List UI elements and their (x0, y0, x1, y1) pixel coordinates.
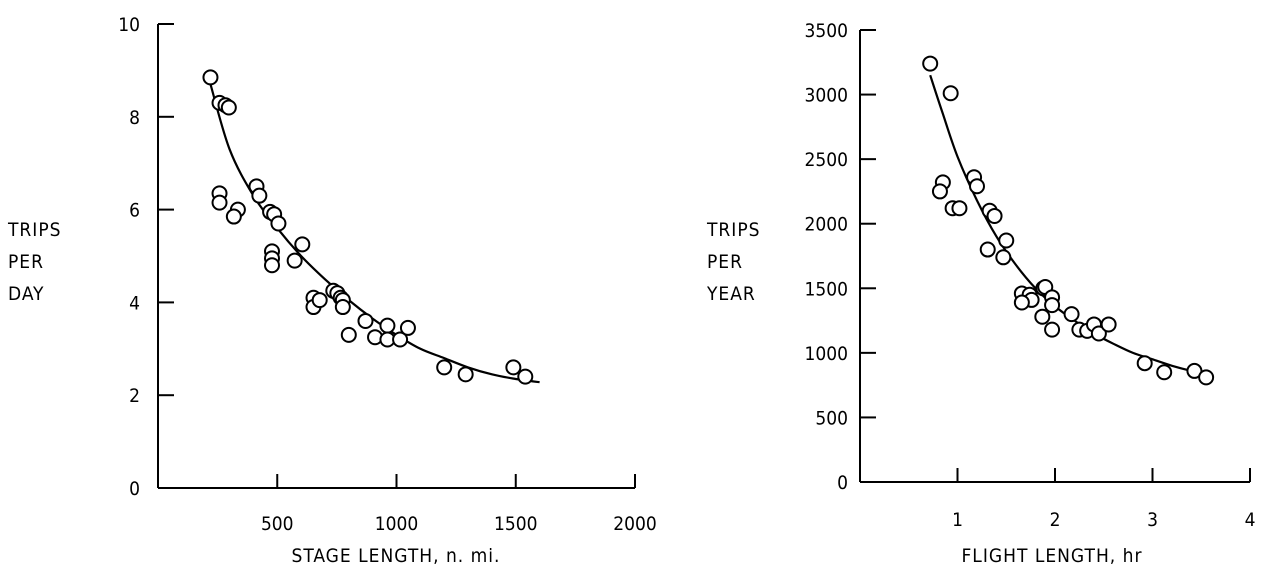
data-point-7 (969, 178, 985, 195)
data-point-32 (399, 319, 416, 336)
y-axis-title-line-2: PER (707, 251, 743, 273)
y-tick-label-5: 2500 (805, 149, 849, 171)
data-point-3 (931, 183, 948, 200)
x-tick-label-1: 1000 (375, 513, 419, 535)
y-tick-label-1: 2 (129, 385, 140, 407)
data-point-16 (1013, 294, 1030, 311)
data-point-12 (270, 215, 287, 232)
data-point-9 (251, 187, 268, 204)
y-tick-label-1: 500 (815, 407, 848, 429)
data-point-1 (942, 85, 959, 102)
data-point-10 (979, 241, 996, 258)
data-point-3 (220, 99, 237, 116)
y-tick-label-6: 3000 (805, 85, 849, 107)
y-tick-label-0: 0 (837, 472, 848, 494)
data-point-31 (392, 331, 409, 348)
x-tick-labels: 500 1000 1500 2000 (261, 513, 657, 535)
data-point-34 (457, 366, 474, 383)
x-tick-label-2: 3 (1147, 509, 1158, 531)
fit-curve (929, 74, 1212, 376)
data-point-12 (995, 249, 1012, 266)
y-tick-label-2: 4 (129, 292, 140, 314)
data-point-5 (951, 200, 968, 217)
data-point-29 (1136, 355, 1153, 372)
y-axis-title-line-2: PER (8, 251, 44, 273)
data-point-11 (998, 232, 1015, 249)
data-point-29 (379, 317, 396, 334)
y-axis-title-line-1: TRIPS (706, 219, 761, 241)
data-point-35 (505, 359, 522, 376)
x-tick-label-3: 2000 (613, 513, 657, 535)
y-axis-title-line-3: DAY (8, 283, 44, 305)
data-point-9 (986, 207, 1003, 224)
data-point-5 (211, 194, 228, 211)
x-axis-title: STAGE LENGTH, n. mi. (292, 545, 501, 567)
data-point-0 (202, 69, 219, 86)
data-point-36 (517, 368, 534, 385)
x-tick-labels: 1 2 3 4 (952, 509, 1255, 531)
tick-marks (860, 29, 1251, 482)
y-tick-label-3: 1500 (805, 278, 849, 300)
x-tick-label-0: 500 (261, 513, 294, 535)
chart-trips-per-year: 1 2 3 4 0 500 1000 1500 2000 2500 3000 3500 FLIGHT… (706, 20, 1255, 567)
data-point-27 (1090, 325, 1107, 342)
y-tick-label-4: 8 (129, 107, 140, 129)
y-tick-labels: 0 500 1000 1500 2000 2500 3000 3500 (805, 20, 849, 494)
data-point-17 (294, 236, 311, 253)
data-point-30 (1156, 364, 1173, 381)
data-point-32 (1198, 369, 1215, 386)
y-axis-title-line-3: YEAR (706, 283, 756, 305)
y-tick-label-4: 2000 (805, 214, 849, 236)
data-point-0 (922, 55, 939, 72)
y-tick-labels: 0 2 4 6 8 10 (118, 14, 140, 500)
data-point-33 (436, 359, 453, 376)
data-point-16 (286, 252, 303, 269)
y-axis-title-line-1: TRIPS (7, 219, 62, 241)
y-tick-label-7: 3500 (805, 20, 849, 42)
data-point-27 (357, 312, 374, 329)
data-point-22 (1044, 321, 1061, 338)
data-point-25 (334, 299, 351, 316)
data-point-15 (264, 257, 281, 274)
y-tick-label-2: 1000 (805, 343, 849, 365)
data-point-23 (1063, 306, 1080, 323)
tick-marks (158, 23, 636, 488)
y-tick-label-5: 10 (118, 14, 140, 36)
chart-trips-per-day: 500 1000 1500 2000 0 2 4 6 8 10 STAGE LENGTH, n.… (7, 14, 657, 567)
data-point-21 (1034, 308, 1051, 325)
data-point-7 (225, 208, 242, 225)
data-point-20 (311, 292, 328, 309)
x-tick-label-3: 4 (1245, 509, 1256, 531)
y-tick-label-3: 6 (129, 200, 140, 222)
x-axis-title: FLIGHT LENGTH, hr (961, 545, 1142, 567)
data-points (202, 69, 534, 385)
x-tick-label-1: 2 (1050, 509, 1061, 531)
data-point-26 (340, 326, 357, 343)
data-points (922, 55, 1215, 386)
data-point-20 (1044, 297, 1061, 314)
x-tick-label-2: 1500 (494, 513, 538, 535)
data-point-28 (1100, 316, 1117, 333)
y-tick-label-0: 0 (129, 478, 140, 500)
x-tick-label-0: 1 (952, 509, 963, 531)
